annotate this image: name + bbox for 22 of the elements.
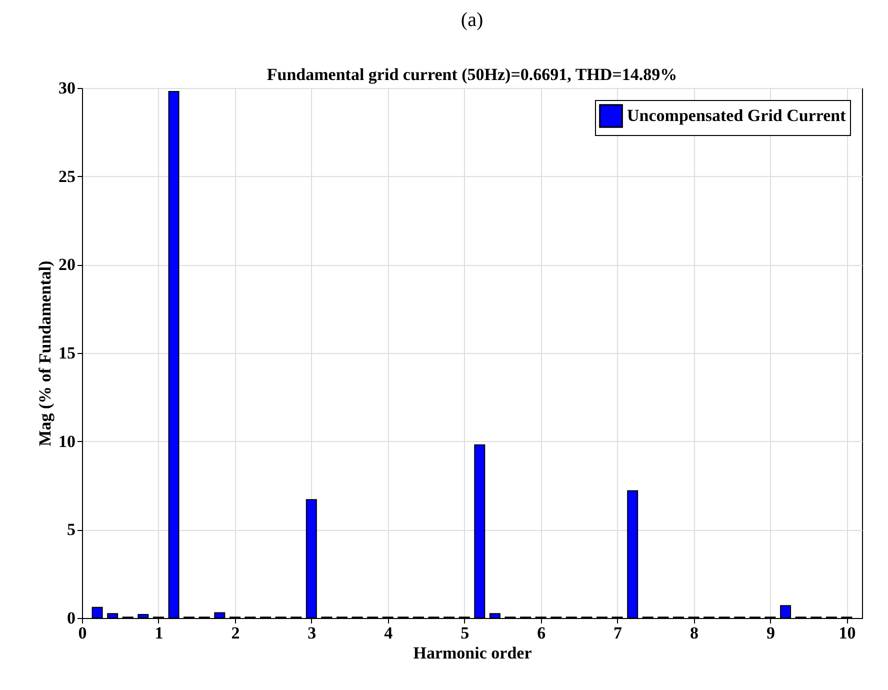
y-tick-label: 30 [58,78,76,98]
x-tick-label: 6 [537,624,546,642]
y-tick-label: 25 [58,166,76,186]
x-tick-label: 4 [384,624,394,642]
x-tick-label: 2 [231,624,240,642]
x-tick-label: 5 [460,624,470,642]
chart-title: Fundamental grid current (50Hz)=0.6691, THD=14.89% [266,65,678,84]
x-tick-label: 1 [154,624,164,642]
y-axis-title: Mag (% of Fundamental) [36,260,54,446]
y-tick-label: 5 [67,520,76,540]
x-tick-label: 7 [614,624,623,642]
text: (a) [460,9,484,31]
x-tick-label: 10 [838,624,856,642]
legend-label: Uncompensated Grid Current [627,106,846,125]
x-axis-title: Harmonic order [413,644,532,662]
x-tick-label: 8 [690,624,699,642]
y-tick-label: 0 [67,608,76,628]
y-tick-label: 20 [58,255,76,274]
y-tick-label: 15 [58,344,76,362]
x-tick-label: 9 [766,624,775,642]
y-tick-label: 10 [58,432,76,451]
x-tick-label: 3 [308,624,316,642]
